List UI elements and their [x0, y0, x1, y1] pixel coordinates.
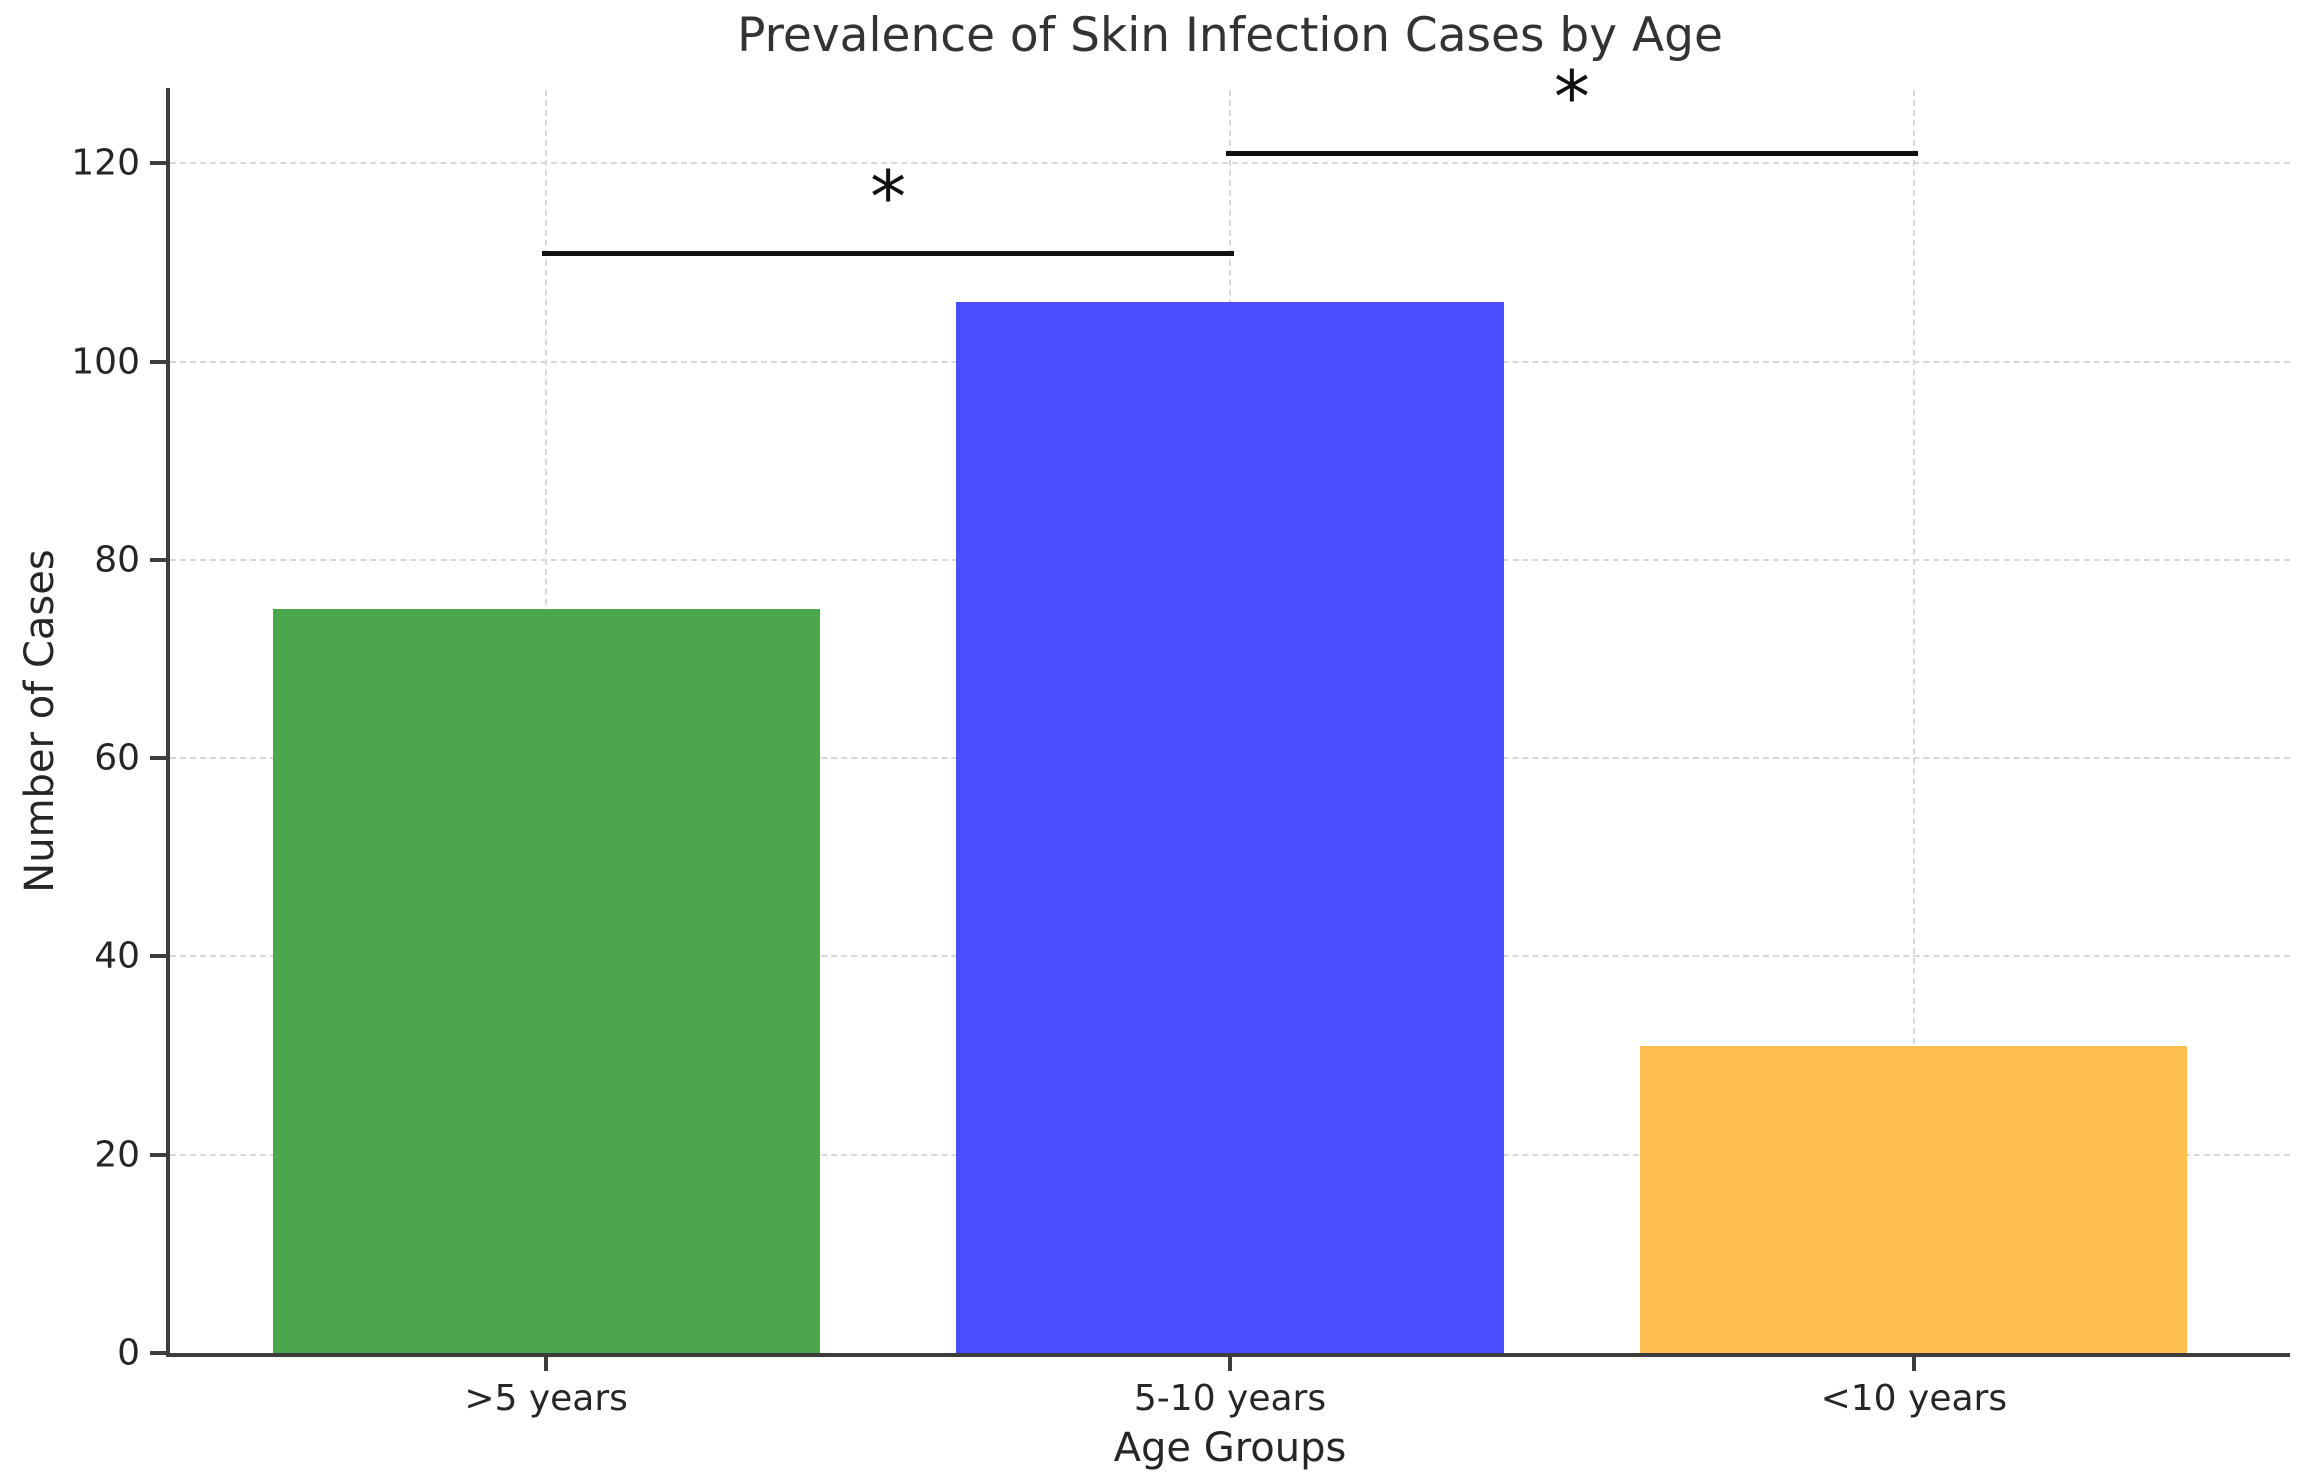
- significance-line: [1226, 151, 1918, 157]
- y-tick-mark: [150, 1152, 166, 1157]
- x-tick-label: <10 years: [1820, 1378, 2008, 1419]
- plot-area: 0 20 40 60 80 100 120 >5 years 5-10 years <10 yea…: [71, 61, 2290, 1419]
- significance-line: [542, 250, 1234, 256]
- bar-5-10-years: [956, 302, 1504, 1353]
- x-tick-label: 5-10 years: [1133, 1378, 1327, 1419]
- x-axis-label: Age Groups: [1113, 1425, 1347, 1471]
- y-tick-mark: [150, 1351, 166, 1355]
- x-tick-mark: [1911, 1357, 1916, 1371]
- y-tick-label: 40: [94, 935, 140, 977]
- significance-asterisk: *: [1553, 55, 1590, 140]
- x-tick-mark: [544, 1357, 549, 1371]
- significance-asterisk: *: [870, 154, 907, 239]
- y-tick-mark: [150, 954, 166, 959]
- x-tick-mark: [1228, 1357, 1232, 1371]
- y-tick-label: 20: [94, 1134, 140, 1176]
- y-tick-mark: [150, 359, 166, 364]
- y-tick-label: 80: [94, 539, 140, 581]
- x-gridline: [1912, 90, 1915, 1353]
- y-axis-spine: [166, 88, 170, 1357]
- y-tick-mark: [150, 756, 166, 761]
- x-axis-spine: [166, 1353, 2290, 1357]
- y-axis-label: Number of Cases: [17, 549, 63, 893]
- y-tick-label: 120: [71, 142, 140, 184]
- chart-title: Prevalence of Skin Infection Cases by Ag…: [737, 8, 1723, 63]
- x-tick-label: >5 years: [464, 1378, 628, 1419]
- y-tick-label: 0: [117, 1332, 140, 1374]
- bar-5-years: [272, 609, 820, 1353]
- bar-10-years: [1640, 1045, 2188, 1353]
- y-tick-label: 60: [94, 737, 140, 779]
- y-tick-mark: [150, 557, 166, 562]
- y-tick-mark: [150, 161, 166, 166]
- y-tick-label: 100: [71, 341, 140, 383]
